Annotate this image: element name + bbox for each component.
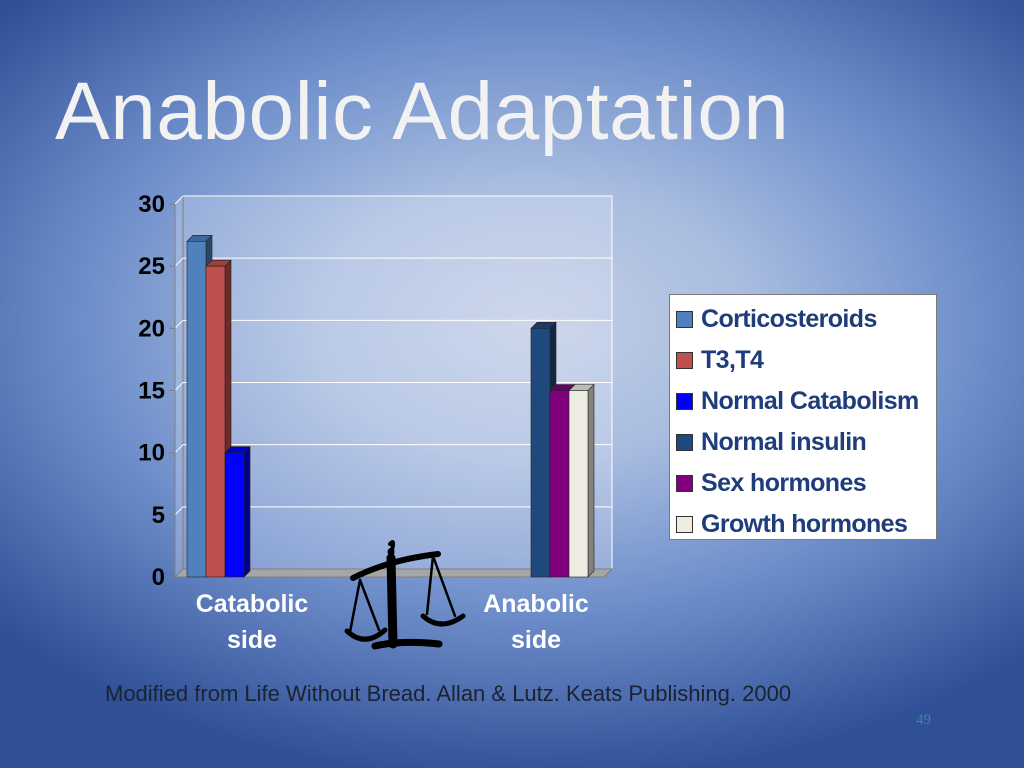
category-label: side bbox=[227, 626, 277, 654]
legend-item: Normal insulin bbox=[676, 427, 867, 457]
gridline-side bbox=[174, 506, 184, 516]
gridline-side bbox=[174, 444, 184, 454]
category-label: Anabolic bbox=[483, 590, 589, 618]
legend-label: Sex hormones bbox=[701, 468, 867, 497]
category-label: side bbox=[511, 626, 561, 654]
bar bbox=[205, 265, 226, 578]
y-tick-label: 0 bbox=[152, 564, 165, 591]
legend-swatch bbox=[676, 515, 693, 533]
chart-legend: Corticosteroids T3,T4 Normal Catabolism Nor… bbox=[669, 294, 937, 540]
legend-item: T3,T4 bbox=[676, 345, 764, 375]
category-label: Catabolic bbox=[196, 590, 309, 618]
balance-scale-icon bbox=[344, 540, 466, 650]
legend-swatch bbox=[676, 392, 693, 410]
y-tick-label: 25 bbox=[138, 253, 165, 280]
legend-label: T3,T4 bbox=[701, 345, 764, 374]
legend-swatch bbox=[676, 310, 693, 328]
legend-item: Normal Catabolism bbox=[676, 386, 919, 416]
bars-group bbox=[186, 234, 595, 578]
bar bbox=[549, 390, 570, 578]
legend-item: Corticosteroids bbox=[676, 304, 877, 334]
legend-swatch bbox=[676, 433, 693, 451]
gridline-side bbox=[174, 257, 184, 267]
bar bbox=[186, 241, 207, 578]
bar bbox=[530, 328, 551, 578]
y-tick-label: 10 bbox=[138, 440, 165, 467]
legend-item: Sex hormones bbox=[676, 468, 867, 498]
y-tick-label: 30 bbox=[138, 191, 165, 218]
page-number: 49 bbox=[916, 712, 931, 728]
gridline-side bbox=[174, 319, 184, 329]
bar-side bbox=[587, 383, 595, 578]
legend-label: Growth hormones bbox=[701, 509, 908, 538]
gridline-side bbox=[174, 382, 184, 391]
legend-swatch bbox=[676, 351, 693, 369]
legend-item: Growth hormones bbox=[676, 509, 908, 539]
bar-side bbox=[243, 445, 251, 578]
bar bbox=[568, 390, 589, 578]
gridline-side bbox=[174, 195, 184, 205]
y-axis-ticks: 0 5 10 15 20 25 30 bbox=[138, 191, 176, 591]
bar bbox=[224, 452, 245, 578]
source-citation: Modified from Life Without Bread. Allan … bbox=[105, 681, 792, 706]
legend-label: Normal Catabolism bbox=[701, 386, 919, 415]
y-tick-label: 20 bbox=[138, 315, 165, 342]
y-tick-label: 5 bbox=[152, 502, 165, 529]
legend-label: Corticosteroids bbox=[701, 304, 877, 333]
slide-title: Anabolic Adaptation bbox=[55, 66, 790, 157]
legend-swatch bbox=[676, 474, 693, 492]
y-tick-label: 15 bbox=[138, 378, 165, 405]
legend-label: Normal insulin bbox=[701, 427, 867, 456]
category-labels: Catabolic side Anabolic side bbox=[196, 590, 589, 654]
